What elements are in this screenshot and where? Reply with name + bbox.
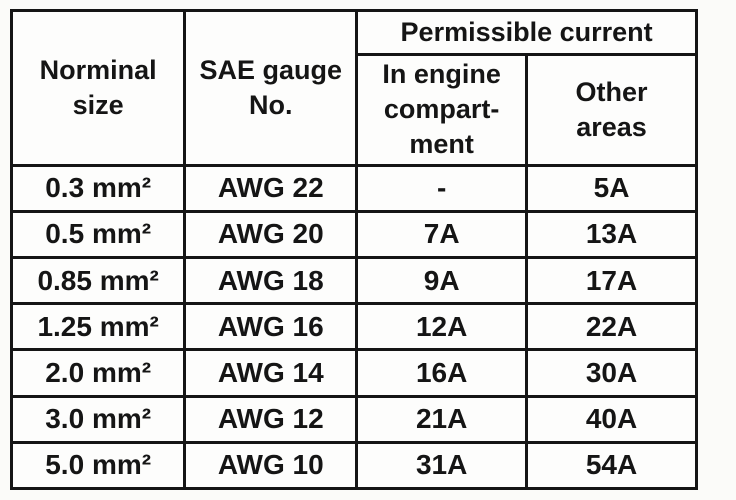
cell-nominal-size: 1.25 mm²: [9, 302, 187, 352]
header-row-top: Norminal size SAE gauge No. Permissible …: [9, 8, 698, 167]
cell-nominal-size: 0.3 mm²: [9, 163, 187, 213]
header-row-sub: In engine compart- ment Other areas: [12, 53, 698, 167]
header-other-areas: Other areas: [525, 53, 698, 167]
header-sae-gauge: SAE gauge No.: [183, 9, 359, 167]
cell-sae-gauge: AWG 22: [183, 163, 359, 213]
cell-engine-current: 16A: [355, 348, 529, 398]
cell-engine-current: 31A: [355, 440, 529, 491]
header-permissible-current: Permissible current: [355, 8, 698, 57]
cell-sae-gauge: AWG 12: [183, 394, 359, 444]
table-row: 0.85 mm² AWG 18 9A 17A: [9, 255, 698, 306]
cell-nominal-size: 0.85 mm²: [9, 255, 187, 306]
cell-sae-gauge: AWG 20: [183, 209, 359, 260]
cell-sae-gauge: AWG 14: [183, 348, 359, 398]
cell-other-current: 54A: [525, 440, 698, 491]
cell-nominal-size: 5.0 mm²: [9, 440, 187, 491]
cell-engine-current: 9A: [355, 255, 529, 306]
permissible-current-table: Norminal size SAE gauge No. Permissible …: [9, 8, 698, 491]
table-row: 2.0 mm² AWG 14 16A 30A: [9, 348, 698, 398]
cell-engine-current: 7A: [355, 209, 529, 260]
header-in-engine-compartment: In engine compart- ment: [355, 53, 529, 167]
cell-engine-current: 21A: [355, 394, 529, 444]
cell-other-current: 30A: [525, 348, 698, 398]
cell-sae-gauge: AWG 10: [183, 440, 359, 491]
cell-other-current: 40A: [525, 394, 698, 444]
cell-engine-current: 12A: [355, 302, 529, 352]
header-nominal-size: Norminal size: [9, 9, 187, 167]
cell-nominal-size: 3.0 mm²: [9, 394, 187, 444]
table-row: 0.5 mm² AWG 20 7A 13A: [9, 209, 698, 260]
cell-engine-current: -: [355, 163, 529, 213]
cell-other-current: 13A: [525, 209, 698, 260]
cell-nominal-size: 0.5 mm²: [9, 209, 187, 260]
cell-nominal-size: 2.0 mm²: [9, 348, 187, 398]
cell-other-current: 17A: [525, 255, 698, 306]
table-row: 1.25 mm² AWG 16 12A 22A: [9, 302, 698, 352]
table-row: 3.0 mm² AWG 12 21A 40A: [9, 394, 698, 444]
cell-sae-gauge: AWG 16: [183, 302, 359, 352]
cell-other-current: 5A: [525, 163, 698, 213]
table-row: 5.0 mm² AWG 10 31A 54A: [9, 440, 698, 491]
cell-other-current: 22A: [525, 302, 698, 352]
cell-sae-gauge: AWG 18: [183, 255, 359, 306]
table-row: 0.3 mm² AWG 22 - 5A: [9, 163, 698, 213]
